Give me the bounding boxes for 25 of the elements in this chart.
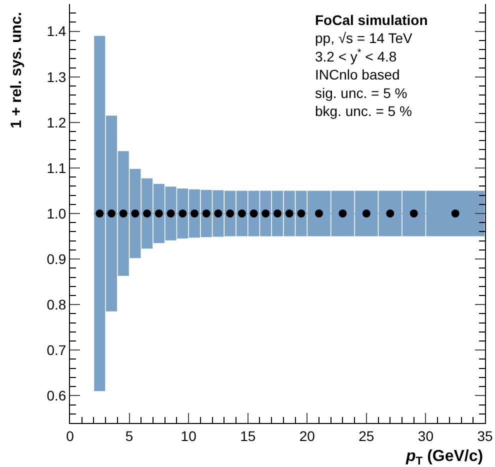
annotation: bkg. unc. = 5 % xyxy=(315,103,412,119)
x-axis-title: p$_{T}$ (GeV/c) xyxy=(405,448,484,467)
x-tick-label: 35 xyxy=(477,428,493,444)
x-tick-label: 15 xyxy=(240,428,256,444)
annotation: FoCal simulation xyxy=(315,12,428,28)
annotation: pp, √s = 14 TeV xyxy=(315,30,413,46)
x-tick-label: 20 xyxy=(299,428,316,444)
y-tick-label: 1.1 xyxy=(46,160,66,176)
x-tick-label: 25 xyxy=(358,428,374,444)
x-tick-label: 30 xyxy=(418,428,434,444)
y-tick-label: 0.9 xyxy=(46,250,66,267)
y-tick-label: 1.4 xyxy=(46,23,66,40)
x-tick-label: 10 xyxy=(180,428,197,444)
annotation: 3.2 < y$^{*}$ < 4.8 xyxy=(315,48,397,64)
y-tick-label: 1.2 xyxy=(46,114,66,130)
y-axis-title: 1 + rel. sys. unc. xyxy=(8,12,25,128)
annotation: sig. unc. = 5 % xyxy=(315,84,408,101)
y-tick-label: 0.7 xyxy=(46,342,66,358)
y-tick-label: 1.3 xyxy=(46,68,66,85)
y-tick-label: 0.8 xyxy=(46,296,66,312)
x-tick-label: 5 xyxy=(125,428,134,444)
y-tick-label: 1.0 xyxy=(46,205,66,222)
y-tick-label: 0.6 xyxy=(46,388,66,404)
annotation: INCnlo based xyxy=(315,66,400,83)
x-tick-label: 0 xyxy=(66,428,74,444)
